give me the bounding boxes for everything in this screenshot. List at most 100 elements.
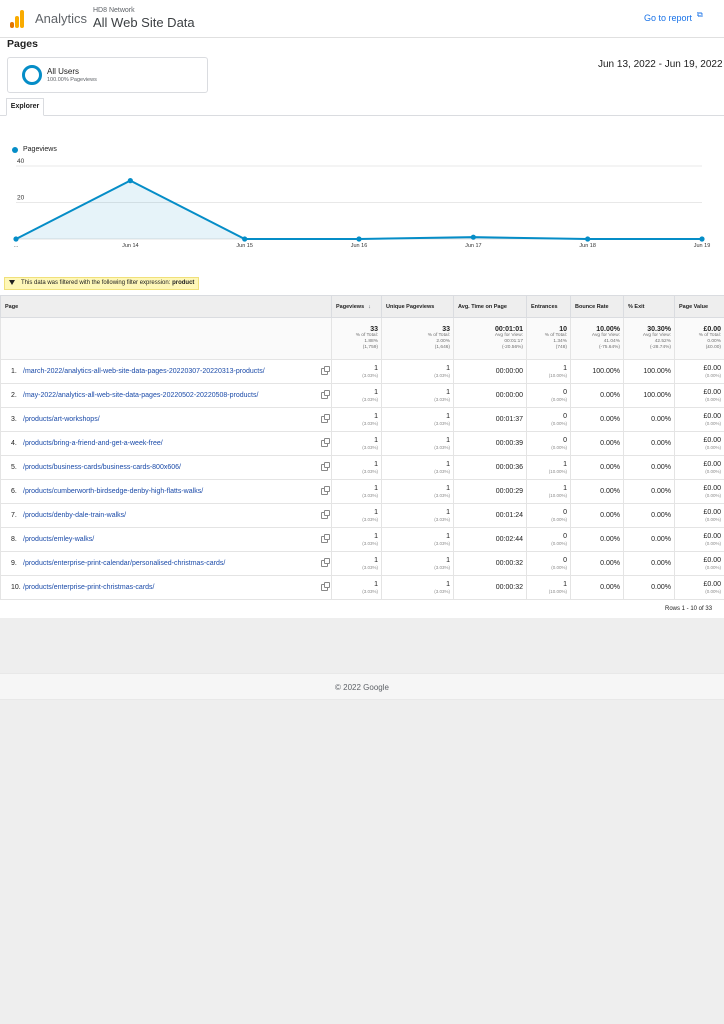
table-row[interactable]: 10./products/enterprise-print-christmas-… xyxy=(0,575,724,600)
table-row[interactable]: 3. /products/art-workshops/1 (3.03%) 1 (3.03… xyxy=(0,407,724,432)
unique-pageviews-cell: 1 (3.03%) xyxy=(381,527,454,552)
entrances-cell: 1 (10.00%) xyxy=(526,479,571,504)
col-avg-time[interactable]: Avg. Time on Page xyxy=(453,295,527,318)
pageviews-chart: 20 40... Jun 14 Jun 15 Jun 16 Jun 17 Jun 18 Jun… xyxy=(13,158,710,249)
page-value-cell: £0.00 (0.00%) xyxy=(674,527,724,552)
page-cell: 5. /products/business-cards/business-card… xyxy=(0,455,332,480)
table-header-row: Page Pageviews ↓ Unique Pageviews Avg. Ti… xyxy=(0,295,724,318)
table-row[interactable]: 6. /products/cumberworth-birdsedge-denby-… xyxy=(0,479,724,504)
x-tick-label: ... xyxy=(14,243,19,249)
table-row[interactable]: 8. /products/emley-walks/1 (3.03%) 1 (3.03%)… xyxy=(0,527,724,552)
page-link[interactable]: /products/business-cards/business-cards-… xyxy=(23,464,181,471)
col-entrances[interactable]: Entrances xyxy=(526,295,571,318)
open-page-icon[interactable] xyxy=(321,414,330,423)
avg-time-cell: 00:01:37 xyxy=(453,407,527,432)
app-name[interactable]: Analytics xyxy=(35,11,88,26)
page-link[interactable]: /products/denby-dale-train-walks/ xyxy=(23,512,127,519)
y-tick-label: 40 xyxy=(17,158,25,165)
open-page-icon[interactable] xyxy=(321,582,330,591)
open-page-icon[interactable] xyxy=(321,486,330,495)
unique-pageviews-cell: 1 (3.03%) xyxy=(381,479,454,504)
avg-time-cell: 00:00:32 xyxy=(453,551,527,576)
page-link[interactable]: /products/art-workshops/ xyxy=(23,416,100,423)
data-point xyxy=(470,234,476,240)
pageviews-cell: 1 (3.03%) xyxy=(331,383,382,408)
open-page-icon[interactable] xyxy=(321,510,330,519)
segment-card[interactable]: All Users 100.00% Pageviews xyxy=(7,57,208,93)
go-to-report-link[interactable]: Go to report xyxy=(644,13,693,23)
unique-pageviews-cell: 1 (3.03%) xyxy=(381,503,454,528)
open-page-icon[interactable] xyxy=(321,558,330,567)
rows-info: Rows 1 - 10 of 33 xyxy=(665,606,713,612)
row-index: 9. xyxy=(11,560,17,567)
page-link[interactable]: /march-2022/analytics-all-web-site-data-… xyxy=(23,368,265,375)
filter-expression: product xyxy=(172,280,195,286)
x-tick-label: Jun 17 xyxy=(465,243,482,249)
col-pageviews[interactable]: Pageviews ↓ xyxy=(331,295,382,318)
report-table: Page Pageviews ↓ Unique Pageviews Avg. Ti… xyxy=(0,295,724,600)
page-link[interactable]: /products/enterprise-print-calendar/pers… xyxy=(23,560,226,567)
col-exit[interactable]: % Exit xyxy=(623,295,675,318)
pageviews-cell: 1 (3.03%) xyxy=(331,527,382,552)
entrances-cell: 1 (10.00%) xyxy=(526,575,571,600)
page-value-cell: £0.00 (0.00%) xyxy=(674,407,724,432)
view-name[interactable]: All Web Site Data xyxy=(93,15,195,30)
entrances-cell: 1 (10.00%) xyxy=(526,359,571,384)
totals-label xyxy=(0,317,332,360)
data-point xyxy=(699,236,705,242)
page-value-cell: £0.00 (0.00%) xyxy=(674,575,724,600)
account-name[interactable]: HD8 Network xyxy=(93,7,135,14)
row-index: 8. xyxy=(11,536,17,543)
avg-time-cell: 00:01:24 xyxy=(453,503,527,528)
open-page-icon[interactable] xyxy=(321,366,330,375)
bounce-rate-cell: 0.00% xyxy=(570,527,624,552)
row-index: 4. xyxy=(11,440,17,447)
open-page-icon[interactable] xyxy=(321,534,330,543)
filter-notice: This data was filtered with the followin… xyxy=(4,277,200,290)
pageviews-cell: 1 (3.03%) xyxy=(331,575,382,600)
page-cell: 7. /products/denby-dale-train-walks/ xyxy=(0,503,332,528)
col-unique-pageviews[interactable]: Unique Pageviews xyxy=(381,295,454,318)
page-link[interactable]: /products/bring-a-friend-and-get-a-week-… xyxy=(23,440,163,447)
bounce-rate-cell: 0.00% xyxy=(570,383,624,408)
open-page-icon[interactable] xyxy=(321,438,330,447)
table-row[interactable]: 2. /may-2022/analytics-all-web-site-data-… xyxy=(0,383,724,408)
entrances-cell: 0 (0.00%) xyxy=(526,431,571,456)
entrances-cell: 1 (10.00%) xyxy=(526,455,571,480)
page-value-cell: £0.00 (0.00%) xyxy=(674,503,724,528)
page-link[interactable]: /products/enterprise-print-christmas-car… xyxy=(23,584,155,591)
page-value-cell: £0.00 (0.00%) xyxy=(674,383,724,408)
page-link[interactable]: /products/emley-walks/ xyxy=(23,536,95,543)
table-row[interactable]: 9. /products/enterprise-print-calendar/pe… xyxy=(0,551,724,576)
table-row[interactable]: 4. /products/bring-a-friend-and-get-a-wee… xyxy=(0,431,724,456)
tab-explorer[interactable]: Explorer xyxy=(6,98,44,116)
col-bounce-rate[interactable]: Bounce Rate xyxy=(570,295,624,318)
col-page-value[interactable]: Page Value xyxy=(674,295,724,318)
page-value-cell: £0.00 (0.00%) xyxy=(674,479,724,504)
bounce-rate-cell: 0.00% xyxy=(570,431,624,456)
page-link[interactable]: /may-2022/analytics-all-web-site-data-pa… xyxy=(23,392,259,399)
total-bounce-rate: 10.00% Avg for View: 41.04% (-75.64%) xyxy=(570,317,624,360)
exit-cell: 100.00% xyxy=(623,383,675,408)
pageviews-cell: 1 (3.03%) xyxy=(331,503,382,528)
external-link-icon[interactable]: ⧉ xyxy=(697,10,703,19)
total-avg-time: 00:01:01 Avg for View: 00:01:17 (-20.56%) xyxy=(453,317,527,360)
page-link[interactable]: /products/cumberworth-birdsedge-denby-hi… xyxy=(23,488,204,495)
table-row[interactable]: 7. /products/denby-dale-train-walks/1 (3.0… xyxy=(0,503,724,528)
row-index: 10. xyxy=(11,584,21,591)
table-row[interactable]: 1. /march-2022/analytics-all-web-site-dat… xyxy=(0,359,724,384)
total-entrances: 10% of Total: 1.34% (748) xyxy=(526,317,571,360)
col-page[interactable]: Page xyxy=(0,295,332,318)
open-page-icon[interactable] xyxy=(321,462,330,471)
segment-ring-icon xyxy=(22,65,42,85)
analytics-logo-icon[interactable] xyxy=(10,10,24,28)
table-row[interactable]: 5. /products/business-cards/business-card… xyxy=(0,455,724,480)
bounce-rate-cell: 0.00% xyxy=(570,503,624,528)
row-index: 2. xyxy=(11,392,17,399)
bounce-rate-cell: 0.00% xyxy=(570,575,624,600)
date-range-picker[interactable]: Jun 13, 2022 - Jun 19, 2022 xyxy=(598,59,723,70)
open-page-icon[interactable] xyxy=(321,390,330,399)
sort-desc-icon[interactable]: ↓ xyxy=(368,303,371,310)
header: Analytics HD8 Network All Web Site Data … xyxy=(0,0,724,38)
bounce-rate-cell: 0.00% xyxy=(570,455,624,480)
